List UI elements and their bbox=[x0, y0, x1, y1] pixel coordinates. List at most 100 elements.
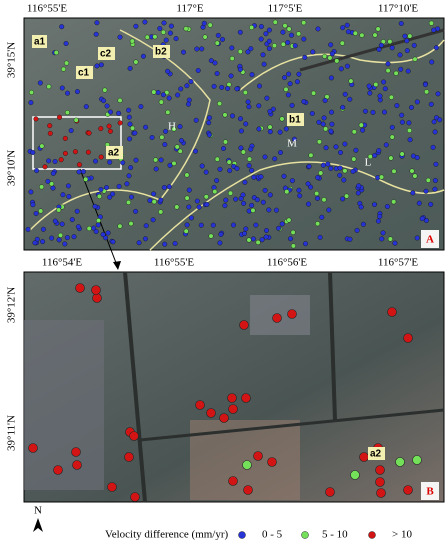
velocity-point bbox=[286, 217, 292, 223]
velocity-point bbox=[248, 146, 254, 152]
velocity-point bbox=[165, 68, 171, 74]
velocity-point bbox=[167, 162, 173, 168]
velocity-point bbox=[165, 109, 171, 115]
velocity-point bbox=[248, 46, 254, 52]
velocity-point bbox=[377, 213, 383, 219]
velocity-point bbox=[422, 82, 428, 88]
velocity-point bbox=[338, 66, 344, 72]
velocity-point bbox=[344, 22, 350, 28]
velocity-point bbox=[117, 34, 123, 40]
velocity-point bbox=[83, 176, 89, 182]
velocity-point bbox=[272, 43, 278, 49]
velocity-point bbox=[260, 52, 266, 58]
velocity-point bbox=[340, 104, 346, 110]
velocity-point bbox=[315, 26, 321, 32]
velocity-point bbox=[272, 156, 278, 162]
velocity-point bbox=[382, 86, 388, 92]
velocity-point bbox=[153, 166, 159, 172]
velocity-point bbox=[62, 241, 68, 247]
velocity-point bbox=[256, 126, 262, 132]
velocity-point bbox=[393, 70, 399, 76]
velocity-point bbox=[351, 156, 357, 162]
velocity-point bbox=[142, 19, 148, 25]
legend-label: 5 - 10 bbox=[322, 529, 348, 541]
velocity-point bbox=[375, 477, 385, 487]
velocity-point bbox=[47, 123, 53, 129]
velocity-point bbox=[315, 221, 321, 227]
panel-box bbox=[421, 230, 439, 248]
velocity-point bbox=[387, 39, 393, 45]
velocity-point bbox=[171, 160, 177, 166]
velocity-point bbox=[117, 120, 123, 126]
velocity-point bbox=[149, 134, 155, 140]
velocity-point bbox=[203, 194, 209, 200]
velocity-point bbox=[47, 130, 53, 136]
velocity-point bbox=[229, 113, 235, 119]
velocity-point bbox=[316, 119, 322, 125]
velocity-point bbox=[311, 90, 317, 96]
velocity-point bbox=[64, 60, 70, 66]
velocity-point bbox=[124, 181, 130, 187]
velocity-point bbox=[322, 53, 328, 59]
velocity-point bbox=[424, 89, 430, 95]
velocity-point bbox=[163, 128, 169, 134]
velocity-point bbox=[355, 190, 361, 196]
site-box bbox=[98, 47, 115, 60]
velocity-point bbox=[416, 200, 422, 206]
lon-label: 117°10'E bbox=[378, 3, 418, 15]
velocity-point bbox=[183, 26, 189, 32]
velocity-point bbox=[384, 203, 390, 209]
velocity-point bbox=[147, 197, 153, 203]
velocity-point bbox=[397, 52, 403, 58]
velocity-point bbox=[288, 236, 294, 242]
velocity-point bbox=[127, 121, 133, 127]
velocity-point bbox=[358, 122, 364, 128]
velocity-point bbox=[105, 230, 111, 236]
velocity-point bbox=[238, 128, 244, 134]
zone-label: L bbox=[365, 157, 372, 169]
velocity-point bbox=[289, 178, 295, 184]
velocity-point bbox=[249, 202, 255, 208]
velocity-point bbox=[83, 104, 89, 110]
velocity-point bbox=[29, 89, 35, 95]
lon-label: 117°E bbox=[176, 3, 203, 15]
velocity-point bbox=[136, 240, 142, 246]
velocity-point bbox=[412, 56, 418, 62]
velocity-point bbox=[222, 139, 228, 145]
velocity-point bbox=[321, 115, 327, 121]
velocity-point bbox=[128, 194, 134, 200]
velocity-point bbox=[286, 26, 292, 32]
velocity-point bbox=[228, 404, 238, 414]
velocity-point bbox=[261, 61, 267, 67]
velocity-point bbox=[166, 95, 172, 101]
velocity-point bbox=[128, 165, 134, 171]
velocity-point bbox=[222, 203, 228, 209]
north-label: N bbox=[34, 505, 42, 517]
velocity-point bbox=[342, 91, 348, 97]
velocity-point bbox=[212, 189, 218, 195]
velocity-point bbox=[344, 193, 350, 199]
velocity-point bbox=[158, 99, 164, 105]
velocity-point bbox=[32, 240, 38, 246]
site-label: c1 bbox=[78, 68, 90, 79]
velocity-point bbox=[93, 228, 99, 234]
site-label: c2 bbox=[100, 49, 112, 60]
velocity-point bbox=[58, 157, 64, 163]
velocity-point bbox=[56, 207, 62, 213]
velocity-point bbox=[251, 174, 257, 180]
velocity-point bbox=[362, 108, 368, 114]
panel-label: B bbox=[426, 486, 434, 498]
velocity-point bbox=[220, 145, 226, 151]
velocity-point bbox=[315, 195, 321, 201]
velocity-point bbox=[342, 168, 348, 174]
velocity-point bbox=[211, 83, 217, 89]
velocity-point bbox=[98, 154, 104, 160]
velocity-point bbox=[266, 46, 272, 52]
velocity-point bbox=[310, 49, 316, 55]
velocity-point bbox=[212, 60, 218, 66]
velocity-point bbox=[196, 204, 202, 210]
velocity-point bbox=[376, 488, 386, 498]
velocity-point bbox=[350, 168, 356, 174]
velocity-point bbox=[129, 38, 135, 44]
velocity-point bbox=[110, 239, 116, 245]
